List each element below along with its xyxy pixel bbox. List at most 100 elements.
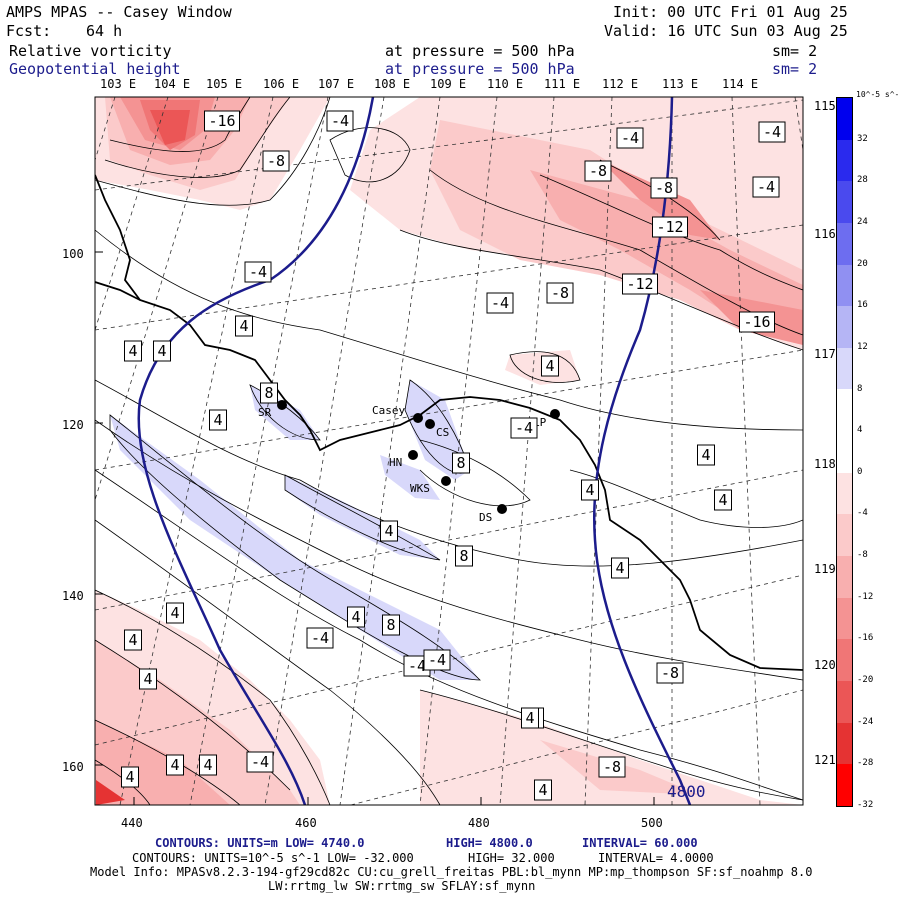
colorbar-segment bbox=[837, 514, 852, 557]
colorbar-label: -28 bbox=[857, 758, 874, 769]
colorbar-label: -4 bbox=[857, 508, 868, 519]
svg-text:4: 4 bbox=[585, 481, 594, 499]
colorbar-segment bbox=[837, 722, 852, 765]
svg-text:4: 4 bbox=[125, 768, 134, 786]
contour-value-label: -4 bbox=[758, 121, 786, 143]
height-contour-label: 4800 bbox=[667, 782, 706, 801]
y-axis-label: 100 bbox=[62, 247, 84, 261]
lon-label: 104 E bbox=[154, 77, 191, 91]
svg-text:-8: -8 bbox=[655, 179, 673, 197]
field2-name: Geopotential height bbox=[9, 60, 181, 78]
contour-value-label: -4 bbox=[510, 417, 538, 439]
colorbar-label: 16 bbox=[857, 300, 868, 311]
contour-value-label: 4 bbox=[209, 409, 227, 431]
svg-text:8: 8 bbox=[386, 616, 395, 634]
lon-label: 106 E bbox=[263, 77, 300, 91]
lon-label: 113 E bbox=[662, 77, 699, 91]
lon-label: 110 E bbox=[487, 77, 524, 91]
station-marker bbox=[425, 419, 435, 429]
colorbar-label: -32 bbox=[857, 800, 874, 810]
colorbar-label: -12 bbox=[857, 591, 874, 602]
colorbar-label: 24 bbox=[857, 216, 868, 227]
svg-text:-8: -8 bbox=[551, 284, 569, 302]
axis-ticks bbox=[95, 251, 655, 805]
field2-pressure: at pressure = 500 hPa bbox=[385, 60, 575, 78]
contour-value-label: 8 bbox=[455, 545, 473, 567]
colorbar-label: 0 bbox=[857, 466, 863, 477]
svg-text:4: 4 bbox=[170, 604, 179, 622]
svg-text:4: 4 bbox=[128, 631, 137, 649]
field1-name: Relative vorticity bbox=[9, 42, 172, 60]
svg-text:-16: -16 bbox=[208, 112, 235, 130]
colorbar-segment bbox=[837, 597, 852, 640]
lat-lon-grid bbox=[95, 97, 803, 805]
field1-smoothing: sm= 2 bbox=[772, 42, 818, 60]
contour-value-label: -4 bbox=[244, 261, 272, 283]
field1-pressure: at pressure = 500 hPa bbox=[385, 42, 575, 60]
contour-value-label: 4 bbox=[166, 602, 184, 624]
contour-value-label: -4 bbox=[616, 127, 644, 149]
colorbar-label: 28 bbox=[857, 175, 868, 186]
contour-value-label: 8 bbox=[260, 382, 278, 404]
lon-label: 114 E bbox=[722, 77, 759, 91]
colorbar-segment bbox=[837, 556, 852, 598]
svg-text:4: 4 bbox=[203, 756, 212, 774]
colorbar-segment bbox=[837, 680, 852, 723]
contour-value-label: -4 bbox=[486, 292, 514, 314]
colorbar-label: 12 bbox=[857, 341, 868, 352]
y-axis-label: 160 bbox=[62, 760, 84, 774]
colorbar-segment bbox=[837, 139, 852, 182]
svg-text:-16: -16 bbox=[743, 313, 770, 331]
svg-text:-4: -4 bbox=[763, 123, 781, 141]
contour-value-label: 4 bbox=[534, 779, 552, 801]
svg-text:4: 4 bbox=[351, 608, 360, 626]
contour-value-label: 4 bbox=[153, 340, 171, 362]
svg-text:4: 4 bbox=[384, 522, 393, 540]
svg-text:-4: -4 bbox=[428, 651, 446, 669]
station-marker bbox=[408, 450, 418, 460]
colorbar-label: 20 bbox=[857, 258, 868, 269]
vorticity-contours-info: CONTOURS: UNITS=10^-5 s^-1 LOW= -32.000 bbox=[132, 851, 414, 865]
station-label: SR bbox=[258, 406, 272, 419]
station-label: Casey bbox=[372, 404, 405, 417]
contour-value-label: 4 bbox=[380, 520, 398, 542]
svg-text:-4: -4 bbox=[249, 263, 267, 281]
contour-value-label: -4 bbox=[423, 649, 451, 671]
contour-value-label: 4 bbox=[521, 707, 539, 729]
colorbar-segment bbox=[837, 306, 852, 348]
svg-text:4: 4 bbox=[213, 411, 222, 429]
contour-value-label: -8 bbox=[650, 177, 678, 199]
colorbar-segment bbox=[837, 431, 852, 473]
colorbar-segment bbox=[837, 389, 852, 432]
svg-text:-4: -4 bbox=[621, 129, 639, 147]
contour-value-label: 4 bbox=[199, 754, 217, 776]
lon-label: 103 E bbox=[100, 77, 137, 91]
contour-value-label: 4 bbox=[611, 557, 629, 579]
svg-text:4: 4 bbox=[239, 317, 248, 335]
contour-value-label: 4 bbox=[166, 754, 184, 776]
svg-text:-12: -12 bbox=[626, 275, 653, 293]
svg-text:-4: -4 bbox=[515, 419, 533, 437]
vorticity-contours-interval: INTERVAL= 4.0000 bbox=[598, 851, 714, 865]
contour-value-label: 8 bbox=[452, 452, 470, 474]
station-marker bbox=[497, 504, 507, 514]
svg-text:-4: -4 bbox=[311, 629, 329, 647]
forecast-label: Fcst: bbox=[6, 22, 52, 40]
contour-value-label: -8 bbox=[262, 150, 290, 172]
colorbar-segment bbox=[837, 764, 852, 806]
contour-value-label: 4 bbox=[139, 668, 157, 690]
svg-text:-8: -8 bbox=[589, 162, 607, 180]
svg-text:-8: -8 bbox=[267, 152, 285, 170]
contour-value-label: -4 bbox=[326, 110, 354, 132]
plot-frame bbox=[94, 96, 804, 806]
svg-text:8: 8 bbox=[456, 454, 465, 472]
contour-value-label: 4 bbox=[714, 489, 732, 511]
x-axis-label: 500 bbox=[641, 816, 663, 830]
contour-value-label: -4 bbox=[752, 176, 780, 198]
x-axis-label: 440 bbox=[121, 816, 143, 830]
contour-value-label: 4 bbox=[541, 355, 559, 377]
svg-text:8: 8 bbox=[459, 547, 468, 565]
svg-text:4: 4 bbox=[157, 342, 166, 360]
